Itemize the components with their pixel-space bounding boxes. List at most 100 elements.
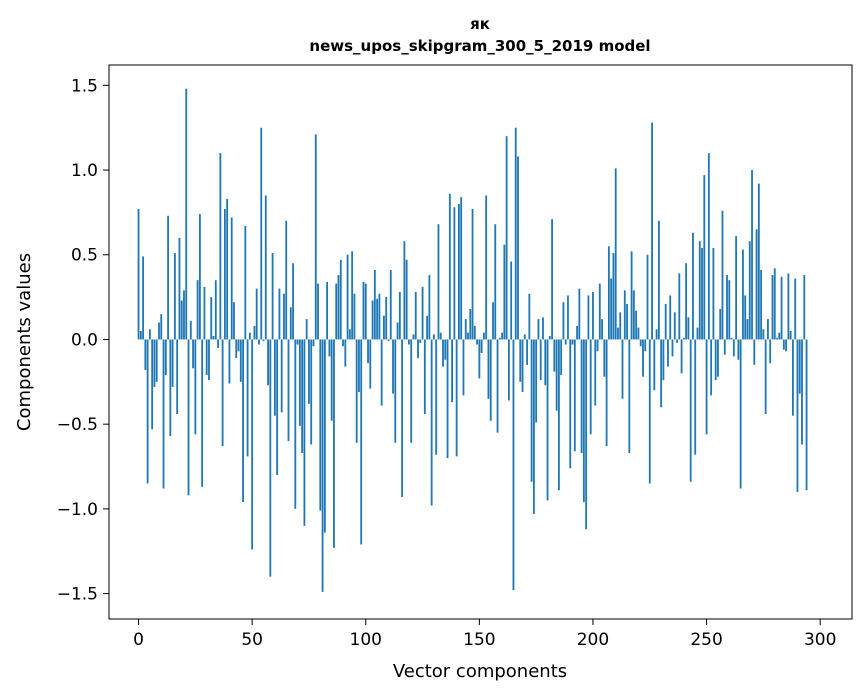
bar-223 <box>644 339 647 352</box>
bar-106 <box>378 293 381 340</box>
bar-286 <box>787 273 790 340</box>
x-tick-label: 0 <box>133 630 144 650</box>
bar-216 <box>628 339 631 453</box>
bar-44 <box>237 339 240 352</box>
bar-190 <box>569 339 572 469</box>
bar-167 <box>517 156 519 340</box>
bar-11 <box>162 339 165 489</box>
bar-204 <box>601 319 603 340</box>
bar-10 <box>160 314 163 340</box>
bar-191 <box>571 339 574 345</box>
bar-265 <box>739 339 742 489</box>
x-tick-label: 200 <box>577 630 609 650</box>
bar-188 <box>564 339 567 345</box>
y-tick-label: −0.5 <box>57 415 98 435</box>
bar-197 <box>585 339 588 530</box>
x-tick-label: 50 <box>241 630 263 650</box>
bar-147 <box>471 209 474 340</box>
bar-9 <box>158 322 160 340</box>
bar-184 <box>555 339 558 411</box>
bar-153 <box>485 195 488 340</box>
bar-213 <box>621 339 624 399</box>
bar-159 <box>498 337 501 340</box>
bar-35 <box>217 339 219 348</box>
bar-152 <box>483 332 485 340</box>
bar-193 <box>576 325 578 340</box>
y-tick-label: 1.0 <box>71 161 98 181</box>
bar-62 <box>278 288 281 340</box>
bar-240 <box>682 337 685 340</box>
bar-137 <box>448 193 451 340</box>
bar-5 <box>148 329 151 340</box>
bar-95 <box>353 293 356 340</box>
bar-151 <box>480 339 483 354</box>
bar-200 <box>592 292 594 340</box>
bar-294 <box>805 339 808 491</box>
bar-63 <box>280 339 283 413</box>
bar-206 <box>605 339 608 447</box>
bar-6 <box>151 339 154 430</box>
bar-116 <box>401 339 404 498</box>
bar-175 <box>535 339 538 423</box>
bar-276 <box>764 339 767 414</box>
bar-289 <box>794 278 797 340</box>
bar-142 <box>460 197 463 340</box>
bar-130 <box>433 334 435 340</box>
bar-279 <box>771 275 774 340</box>
bar-165 <box>512 339 515 591</box>
bar-261 <box>730 337 733 340</box>
bar-36 <box>219 153 222 340</box>
bar-284 <box>782 339 785 350</box>
bar-156 <box>492 302 494 340</box>
bar-288 <box>792 339 794 416</box>
bar-145 <box>467 332 469 340</box>
bar-47 <box>244 225 247 340</box>
bar-239 <box>680 339 683 374</box>
bar-16 <box>173 253 176 340</box>
bar-99 <box>362 281 365 340</box>
bar-291 <box>798 339 801 394</box>
bar-242 <box>687 317 690 340</box>
bar-255 <box>717 339 719 377</box>
bar-59 <box>271 253 274 340</box>
bar-171 <box>526 339 528 365</box>
bar-150 <box>478 339 481 379</box>
bar-181 <box>548 336 551 340</box>
bar-173 <box>530 339 533 482</box>
bar-25 <box>194 339 197 435</box>
bar-198 <box>587 295 590 340</box>
bar-201 <box>594 339 597 406</box>
x-tick-label: 100 <box>350 630 382 650</box>
bar-266 <box>742 249 744 340</box>
bar-287 <box>789 330 792 340</box>
bar-126 <box>423 339 426 414</box>
bar-122 <box>414 292 417 340</box>
bar-68 <box>292 263 294 340</box>
bar-199 <box>589 339 592 435</box>
bar-293 <box>803 275 806 340</box>
bar-65 <box>285 220 288 340</box>
bar-37 <box>221 339 224 447</box>
bar-230 <box>660 339 663 408</box>
bar-38 <box>223 209 226 340</box>
bar-277 <box>767 319 769 340</box>
bar-67 <box>289 307 292 340</box>
bar-273 <box>757 183 760 340</box>
bar-269 <box>748 241 751 340</box>
bar-111 <box>389 270 392 340</box>
bar-274 <box>760 270 763 340</box>
bar-163 <box>507 339 510 401</box>
bar-264 <box>737 339 740 360</box>
bar-57 <box>267 339 269 386</box>
bar-258 <box>723 339 726 355</box>
bar-107 <box>380 339 383 406</box>
y-tick-label: 1.5 <box>71 76 98 96</box>
bar-128 <box>428 275 431 340</box>
bar-208 <box>610 278 613 340</box>
bar-227 <box>653 339 656 391</box>
bar-41 <box>230 217 233 340</box>
bar-49 <box>248 332 251 340</box>
bar-14 <box>169 339 172 437</box>
bar-4 <box>146 339 149 484</box>
bar-212 <box>619 312 622 340</box>
